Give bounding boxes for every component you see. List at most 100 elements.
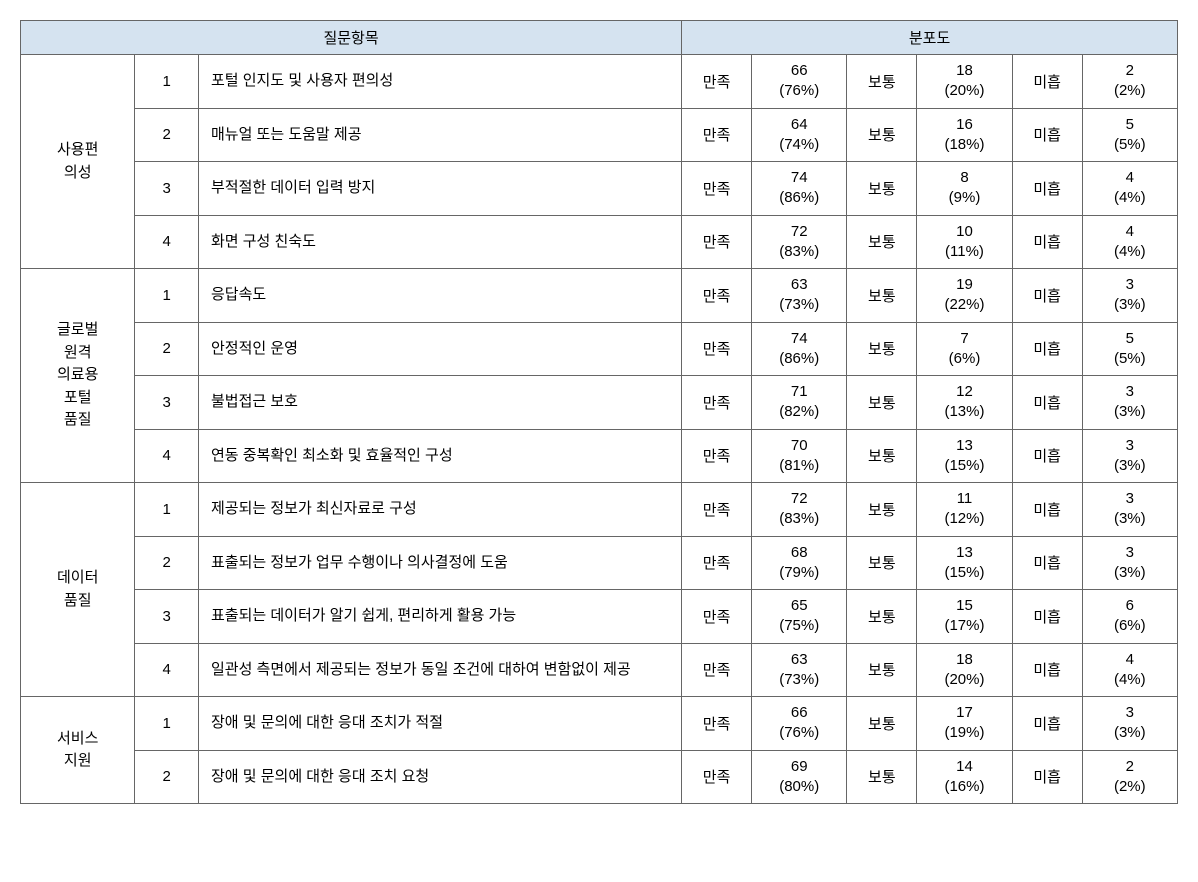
question-text: 부적절한 데이터 입력 방지 (198, 162, 681, 216)
table-row: 4연동 중복확인 최소화 및 효율적인 구성만족70(81%)보통13(15%)… (21, 429, 1178, 483)
normal-value: 12(13%) (917, 376, 1012, 430)
normal-label: 보통 (847, 108, 917, 162)
value-percent: (19%) (925, 723, 1003, 743)
lacking-value: 3(3%) (1082, 483, 1177, 537)
value-percent: (22%) (925, 295, 1003, 315)
row-number: 2 (135, 108, 199, 162)
normal-label: 보통 (847, 697, 917, 751)
row-number: 3 (135, 162, 199, 216)
value-percent: (73%) (760, 670, 838, 690)
normal-label: 보통 (847, 376, 917, 430)
question-text: 표출되는 데이터가 알기 쉽게, 편리하게 활용 가능 (198, 590, 681, 644)
value-percent: (15%) (925, 563, 1003, 583)
question-text: 안정적인 운영 (198, 322, 681, 376)
value-count: 13 (925, 436, 1003, 456)
lacking-label: 미흡 (1012, 483, 1082, 537)
table-header: 질문항목 분포도 (21, 21, 1178, 55)
row-number: 2 (135, 322, 199, 376)
normal-label: 보통 (847, 750, 917, 804)
satisfied-value: 64(74%) (752, 108, 847, 162)
value-count: 2 (1091, 61, 1169, 81)
value-percent: (9%) (925, 188, 1003, 208)
satisfied-label: 만족 (682, 643, 752, 697)
table-row: 3불법접근 보호만족71(82%)보통12(13%)미흡3(3%) (21, 376, 1178, 430)
value-count: 74 (760, 329, 838, 349)
satisfied-label: 만족 (682, 322, 752, 376)
normal-value: 11(12%) (917, 483, 1012, 537)
category-cell: 사용편의성 (21, 55, 135, 269)
satisfied-label: 만족 (682, 536, 752, 590)
lacking-value: 4(4%) (1082, 643, 1177, 697)
question-text: 매뉴얼 또는 도움말 제공 (198, 108, 681, 162)
value-count: 4 (1091, 222, 1169, 242)
satisfied-value: 70(81%) (752, 429, 847, 483)
value-percent: (75%) (760, 616, 838, 636)
row-number: 4 (135, 643, 199, 697)
value-count: 7 (925, 329, 1003, 349)
satisfied-value: 72(83%) (752, 483, 847, 537)
value-count: 71 (760, 382, 838, 402)
lacking-value: 3(3%) (1082, 376, 1177, 430)
normal-value: 8(9%) (917, 162, 1012, 216)
satisfied-value: 66(76%) (752, 697, 847, 751)
value-count: 70 (760, 436, 838, 456)
normal-label: 보통 (847, 483, 917, 537)
value-percent: (3%) (1091, 509, 1169, 529)
value-count: 18 (925, 650, 1003, 670)
value-percent: (4%) (1091, 242, 1169, 262)
question-text: 장애 및 문의에 대한 응대 조치가 적절 (198, 697, 681, 751)
question-text: 포털 인지도 및 사용자 편의성 (198, 55, 681, 109)
satisfied-value: 63(73%) (752, 269, 847, 323)
row-number: 2 (135, 750, 199, 804)
satisfied-value: 65(75%) (752, 590, 847, 644)
value-percent: (4%) (1091, 188, 1169, 208)
value-count: 66 (760, 61, 838, 81)
value-count: 19 (925, 275, 1003, 295)
normal-value: 7(6%) (917, 322, 1012, 376)
value-percent: (2%) (1091, 777, 1169, 797)
value-count: 5 (1091, 115, 1169, 135)
row-number: 1 (135, 697, 199, 751)
value-count: 15 (925, 596, 1003, 616)
value-count: 18 (925, 61, 1003, 81)
row-number: 4 (135, 429, 199, 483)
lacking-label: 미흡 (1012, 322, 1082, 376)
satisfied-label: 만족 (682, 376, 752, 430)
value-percent: (83%) (760, 509, 838, 529)
normal-label: 보통 (847, 55, 917, 109)
value-percent: (13%) (925, 402, 1003, 422)
row-number: 4 (135, 215, 199, 269)
value-percent: (76%) (760, 723, 838, 743)
lacking-label: 미흡 (1012, 697, 1082, 751)
question-text: 제공되는 정보가 최신자료로 구성 (198, 483, 681, 537)
value-percent: (16%) (925, 777, 1003, 797)
value-percent: (6%) (925, 349, 1003, 369)
normal-value: 18(20%) (917, 55, 1012, 109)
lacking-value: 2(2%) (1082, 55, 1177, 109)
value-count: 8 (925, 168, 1003, 188)
value-percent: (3%) (1091, 295, 1169, 315)
value-count: 5 (1091, 329, 1169, 349)
lacking-label: 미흡 (1012, 643, 1082, 697)
satisfied-value: 69(80%) (752, 750, 847, 804)
satisfied-label: 만족 (682, 483, 752, 537)
satisfied-label: 만족 (682, 429, 752, 483)
normal-value: 13(15%) (917, 536, 1012, 590)
value-count: 63 (760, 650, 838, 670)
value-count: 13 (925, 543, 1003, 563)
value-percent: (73%) (760, 295, 838, 315)
row-number: 2 (135, 536, 199, 590)
lacking-label: 미흡 (1012, 590, 1082, 644)
value-count: 65 (760, 596, 838, 616)
value-percent: (86%) (760, 349, 838, 369)
value-count: 12 (925, 382, 1003, 402)
value-count: 72 (760, 489, 838, 509)
satisfied-value: 66(76%) (752, 55, 847, 109)
table-row: 글로벌원격의료용포털품질1응답속도만족63(73%)보통19(22%)미흡3(3… (21, 269, 1178, 323)
value-count: 6 (1091, 596, 1169, 616)
normal-label: 보통 (847, 215, 917, 269)
satisfied-value: 72(83%) (752, 215, 847, 269)
lacking-value: 5(5%) (1082, 108, 1177, 162)
table-row: 2장애 및 문의에 대한 응대 조치 요청만족69(80%)보통14(16%)미… (21, 750, 1178, 804)
row-number: 1 (135, 55, 199, 109)
